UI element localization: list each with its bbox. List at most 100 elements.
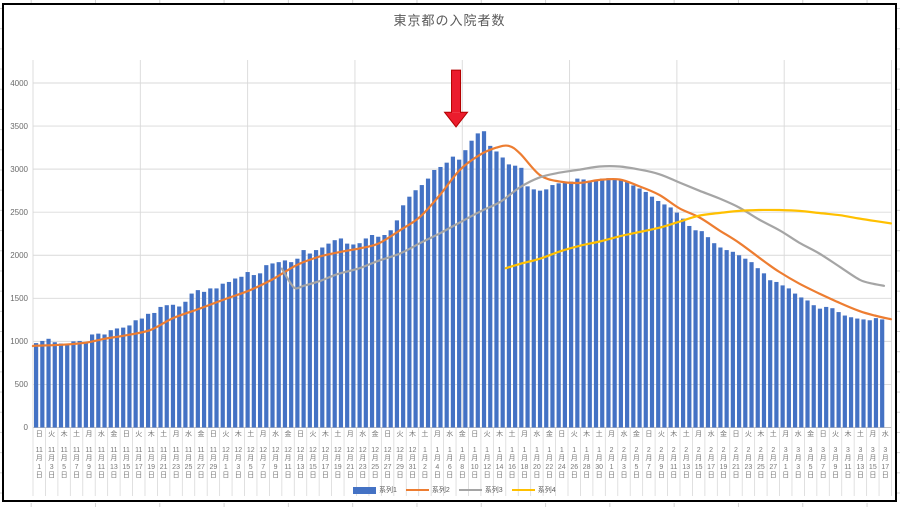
x-axis-tick-label: 土 2 月 27 日 bbox=[769, 431, 778, 480]
y-axis-tick-label: 4000 bbox=[10, 78, 28, 88]
x-axis-tick-label: 日 11 月 15 日 bbox=[122, 431, 131, 480]
x-axis-tick-label: 月 12 月 21 日 bbox=[346, 431, 355, 480]
x-axis-tick-label: 木 11 月 19 日 bbox=[147, 431, 156, 480]
line-series-2[interactable] bbox=[31, 144, 892, 348]
x-axis-tick-label: 月 1 月 18 日 bbox=[520, 431, 529, 480]
excel-row-gridlines-left bbox=[0, 0, 3, 507]
legend-swatch-line bbox=[511, 488, 535, 492]
legend-item-2[interactable]: 系列2 bbox=[405, 485, 450, 495]
chart-legend[interactable]: 系列1 系列2 系列3 系列4 bbox=[353, 485, 556, 495]
x-axis-tick-label: 日 2 月 21 日 bbox=[732, 431, 740, 480]
x-axis-tick-label: 火 12 月 15 日 bbox=[309, 431, 317, 480]
x-axis-tick-label: 火 12 月 29 日 bbox=[396, 431, 404, 480]
x-axis-tick-label: 日 12 月 13 日 bbox=[296, 431, 305, 480]
x-axis-tick-label: 火 1 月 26 日 bbox=[570, 431, 579, 480]
x-axis-tick-label: 木 1 月 28 日 bbox=[582, 431, 591, 480]
x-axis-tick-label: 金 11 月 27 日 bbox=[197, 431, 205, 480]
y-axis-tick-label: 2000 bbox=[10, 250, 28, 260]
legend-item-3[interactable]: 系列3 bbox=[458, 485, 503, 495]
down-arrow-annotation[interactable] bbox=[443, 69, 469, 128]
x-axis-tick-label: 火 11 月 17 日 bbox=[134, 431, 143, 480]
x-axis-tick-label: 水 11 月 25 日 bbox=[184, 431, 193, 480]
x-axis-tick-label: 木 2 月 25 日 bbox=[756, 431, 765, 480]
x-axis-tick-label: 木 11 月 5 日 bbox=[60, 431, 68, 480]
x-axis-tick-label: 月 3 月 15 日 bbox=[868, 431, 877, 480]
x-axis-tick-label: 金 12 月 25 日 bbox=[371, 431, 380, 480]
x-axis-tick-label: 月 2 月 15 日 bbox=[694, 431, 703, 480]
x-axis-tick-label: 月 11 月 9 日 bbox=[85, 431, 93, 480]
x-axis-tick-label: 木 12 月 17 日 bbox=[321, 431, 330, 480]
chart-title: 東京都の入院者数 bbox=[393, 13, 506, 28]
x-axis-tick-label: 土 1 月 16 日 bbox=[508, 431, 516, 480]
x-axis-tick-label: 日 1 月 24 日 bbox=[557, 431, 566, 480]
bar-series[interactable] bbox=[34, 131, 885, 428]
x-axis-tick-label: 月 12 月 7 日 bbox=[259, 431, 268, 480]
x-axis-tick-label: 土 3 月 13 日 bbox=[856, 431, 865, 480]
y-axis-tick-label: 3500 bbox=[10, 121, 28, 131]
y-axis-tick-label: 500 bbox=[14, 379, 28, 389]
x-axis-tick-label: 土 11 月 21 日 bbox=[159, 431, 168, 480]
line-series-3[interactable] bbox=[280, 165, 886, 290]
x-axis-tick-label: 木 12 月 31 日 bbox=[408, 431, 417, 480]
x-axis-tick-label: 土 12 月 19 日 bbox=[333, 431, 342, 480]
x-axis-tick-label: 土 1 月 30 日 bbox=[595, 431, 603, 480]
x-axis-tick-label: 木 1 月 14 日 bbox=[495, 431, 504, 480]
x-axis-tick-label: 木 3 月 11 日 bbox=[844, 431, 852, 480]
x-axis-tick-label: 木 12 月 3 日 bbox=[234, 431, 243, 480]
x-axis-tick-label: 水 12 月 23 日 bbox=[358, 431, 367, 480]
x-axis-tick-label: 水 3 月 17 日 bbox=[881, 431, 890, 480]
x-axis-tick-label: 月 11 月 23 日 bbox=[172, 431, 180, 480]
line-series-4[interactable] bbox=[504, 208, 892, 270]
excel-column-gridlines-bottom bbox=[0, 503, 900, 507]
legend-label: 系列2 bbox=[431, 487, 450, 494]
x-axis-tick-label: 水 1 月 20 日 bbox=[532, 431, 541, 480]
x-axis-tick-label: 金 12 月 11 日 bbox=[284, 431, 292, 480]
legend-item-1[interactable]: 系列1 bbox=[353, 485, 397, 495]
legend-label: 系列1 bbox=[379, 487, 397, 494]
y-axis-tick-label: 1500 bbox=[10, 293, 28, 303]
x-axis-tick-label: 土 12 月 5 日 bbox=[246, 431, 255, 480]
x-axis-tick-label: 木 2 月 11 日 bbox=[670, 431, 678, 480]
x-axis-tick-label: 土 2 月 13 日 bbox=[682, 431, 691, 480]
x-axis-tick-label: 水 2 月 17 日 bbox=[707, 431, 715, 480]
x-axis-tick-label: 日 11 月 29 日 bbox=[209, 431, 218, 480]
legend-swatch-line bbox=[458, 488, 482, 492]
legend-label: 系列4 bbox=[537, 487, 556, 494]
legend-item-4[interactable]: 系列4 bbox=[511, 485, 556, 495]
x-axis-tick-label: 火 12 月 1 日 bbox=[221, 431, 230, 480]
legend-label: 系列3 bbox=[484, 487, 503, 494]
x-axis-tick-label: 土 11 月 7 日 bbox=[72, 431, 81, 480]
x-axis-tick-label: 水 11 月 11 日 bbox=[97, 431, 106, 480]
chart-object-frame[interactable] bbox=[2, 3, 897, 502]
x-axis-tick-label: 金 11 月 13 日 bbox=[109, 431, 118, 480]
excel-row-gridlines-right bbox=[897, 0, 900, 507]
x-axis-tick-label: 金 1 月 22 日 bbox=[545, 431, 554, 480]
x-axis-tick-label: 水 12 月 9 日 bbox=[271, 431, 280, 480]
y-axis-tick-label: 0 bbox=[23, 423, 28, 432]
y-axis-tick-label: 3000 bbox=[10, 164, 28, 174]
x-axis-tick-label: 火 2 月 23 日 bbox=[744, 431, 753, 480]
legend-swatch-line bbox=[405, 488, 429, 492]
legend-swatch-bar bbox=[353, 486, 376, 494]
excel-column-gridlines-top bbox=[0, 0, 900, 4]
x-axis-tick-label: 火 11 月 3 日 bbox=[48, 431, 56, 480]
x-axis-tick-label: 火 1 月 12 日 bbox=[483, 431, 492, 480]
x-axis-tick-label: 日 11 月 1 日 bbox=[35, 431, 43, 480]
x-axis-tick-label: 日 1 月 10 日 bbox=[470, 431, 479, 480]
